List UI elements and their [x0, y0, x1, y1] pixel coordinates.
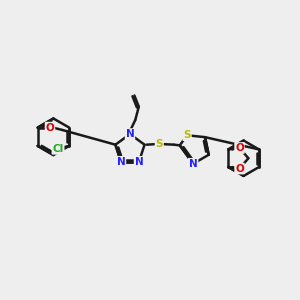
Text: S: S: [155, 139, 163, 149]
Text: O: O: [46, 123, 54, 133]
Text: S: S: [183, 130, 191, 140]
Text: N: N: [117, 157, 125, 167]
Text: N: N: [126, 129, 134, 139]
Text: O: O: [235, 164, 244, 173]
Text: N: N: [135, 157, 143, 167]
Text: O: O: [235, 143, 244, 153]
Text: Cl: Cl: [52, 144, 64, 154]
Text: N: N: [189, 159, 197, 169]
